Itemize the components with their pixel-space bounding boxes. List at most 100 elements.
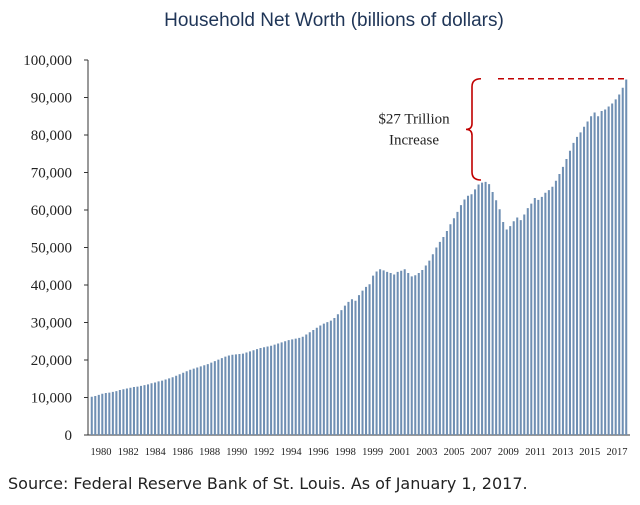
bar bbox=[431, 254, 434, 435]
bar bbox=[547, 190, 550, 436]
bar bbox=[442, 237, 445, 435]
bar bbox=[161, 380, 164, 436]
x-tick-label: 2015 bbox=[579, 447, 600, 458]
bar bbox=[379, 269, 382, 435]
bar bbox=[185, 371, 188, 435]
bar bbox=[287, 340, 290, 436]
bar bbox=[241, 353, 244, 436]
bar bbox=[213, 361, 216, 436]
bar bbox=[168, 378, 171, 436]
bar bbox=[407, 273, 410, 435]
bar bbox=[182, 372, 185, 435]
bar bbox=[530, 203, 533, 436]
x-tick-label: 1992 bbox=[253, 447, 274, 458]
annotation-label-line2: Increase bbox=[389, 132, 439, 148]
bar bbox=[178, 374, 181, 435]
bar bbox=[607, 106, 610, 435]
bar bbox=[94, 396, 97, 435]
bar bbox=[217, 359, 220, 436]
x-tick-label: 2017 bbox=[607, 447, 628, 458]
bar bbox=[498, 209, 501, 435]
bar bbox=[477, 184, 480, 435]
bar bbox=[104, 393, 107, 435]
bar bbox=[256, 349, 259, 436]
bar bbox=[171, 377, 174, 435]
bar bbox=[568, 150, 571, 435]
bar bbox=[357, 295, 361, 436]
bar bbox=[347, 301, 350, 436]
bar bbox=[414, 275, 417, 435]
bar bbox=[340, 310, 343, 436]
bar bbox=[329, 320, 332, 436]
bar bbox=[365, 286, 368, 436]
bar bbox=[270, 345, 273, 435]
bar bbox=[484, 181, 487, 435]
y-tick-label: 40,000 bbox=[31, 278, 72, 294]
bar bbox=[315, 327, 318, 435]
bar bbox=[343, 305, 346, 436]
bar bbox=[227, 355, 230, 435]
bar bbox=[350, 299, 353, 435]
bar bbox=[421, 270, 424, 435]
bar bbox=[224, 356, 227, 436]
bar bbox=[417, 273, 420, 435]
bar bbox=[238, 354, 241, 435]
y-tick-label: 60,000 bbox=[31, 203, 72, 219]
bar bbox=[551, 186, 554, 435]
bar bbox=[150, 383, 153, 435]
x-tick-label: 2007 bbox=[471, 447, 492, 458]
y-tick-label: 70,000 bbox=[31, 166, 72, 182]
annotation: $27 Trillion Increase bbox=[378, 77, 626, 181]
bar bbox=[502, 222, 505, 435]
bar bbox=[583, 126, 586, 435]
bar bbox=[220, 358, 223, 436]
bar bbox=[136, 386, 139, 436]
y-tick-label: 0 bbox=[65, 428, 73, 444]
bar bbox=[452, 218, 455, 435]
bar bbox=[579, 132, 582, 436]
bar bbox=[474, 189, 477, 436]
bars bbox=[90, 79, 628, 436]
y-tick-label: 90,000 bbox=[31, 91, 72, 107]
bar bbox=[192, 368, 195, 436]
bar bbox=[252, 350, 255, 435]
bar bbox=[108, 392, 111, 436]
x-tick-label: 1994 bbox=[281, 447, 303, 458]
bar bbox=[231, 354, 234, 435]
bar bbox=[189, 369, 192, 435]
bar bbox=[449, 224, 452, 435]
bar bbox=[375, 271, 378, 435]
x-tick-label: 1980 bbox=[91, 447, 112, 458]
bar bbox=[280, 342, 283, 436]
bar bbox=[470, 194, 473, 435]
source-note: Source: Federal Reserve Bank of St. Loui… bbox=[8, 474, 528, 493]
bar bbox=[519, 220, 522, 435]
bar bbox=[523, 214, 526, 435]
bar bbox=[248, 351, 252, 436]
bar bbox=[291, 339, 294, 436]
bar bbox=[463, 199, 466, 435]
bar bbox=[196, 367, 199, 435]
bar bbox=[308, 332, 311, 435]
bar bbox=[403, 269, 406, 435]
bar bbox=[132, 387, 135, 435]
bar bbox=[597, 116, 600, 435]
bar bbox=[354, 300, 357, 435]
bar bbox=[122, 389, 125, 435]
bar bbox=[210, 362, 213, 436]
bar bbox=[382, 270, 385, 436]
bar bbox=[157, 381, 160, 436]
bar bbox=[491, 192, 494, 435]
bar bbox=[336, 314, 339, 435]
bar bbox=[438, 241, 441, 436]
y-tick-label: 20,000 bbox=[31, 353, 72, 369]
bar bbox=[284, 341, 287, 435]
x-axis: 1980 1982 1984 1986 1988 1990 1992 1994 1996 1998… bbox=[91, 447, 628, 458]
bar bbox=[139, 385, 143, 436]
x-tick-label: 2003 bbox=[416, 447, 437, 458]
bar bbox=[445, 231, 448, 435]
y-axis: 0 10,000 20,000 30,000 40,000 50,000 60,000 70,… bbox=[23, 53, 88, 444]
bar bbox=[575, 136, 579, 436]
bar bbox=[273, 344, 276, 436]
bar bbox=[203, 365, 206, 435]
